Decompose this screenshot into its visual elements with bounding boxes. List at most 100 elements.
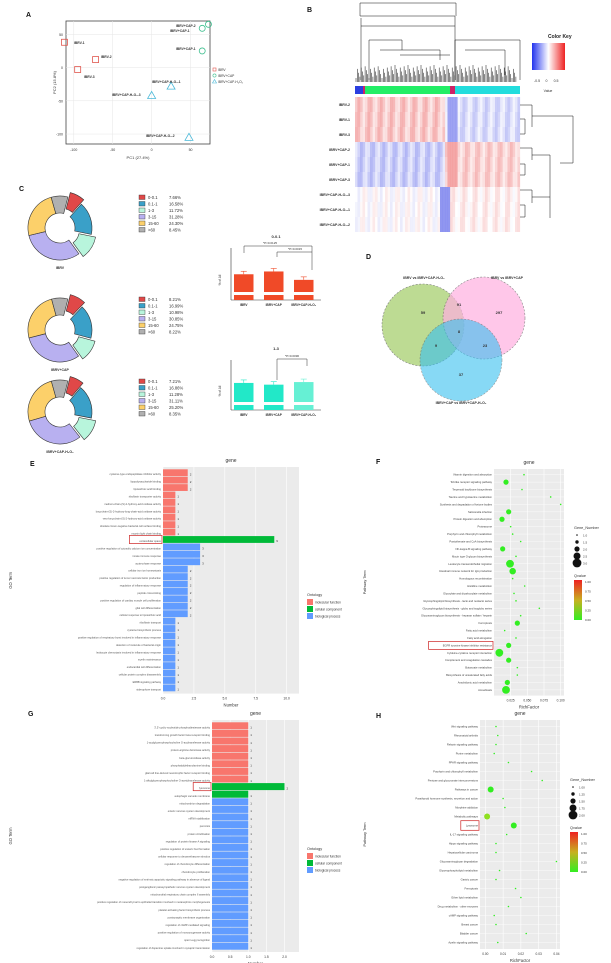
- category-label: Vitamin digestion and absorption: [453, 473, 492, 477]
- heatmap-cell: [425, 142, 428, 157]
- legend-value: 24.30%: [169, 221, 183, 226]
- heatmap-cell: [472, 142, 476, 157]
- heatmap-cell: [468, 187, 471, 202]
- bar: [163, 558, 201, 566]
- point-label: IBRV+CAP-H₂O₂-2: [146, 134, 175, 138]
- bar-value: 1: [250, 832, 252, 836]
- heatmap-cell: [432, 157, 436, 172]
- heatmap-cell: [505, 142, 508, 157]
- heatmap-cell: [360, 127, 363, 142]
- bar-value: 1: [250, 840, 252, 844]
- heatmap-cell: [482, 157, 486, 172]
- heatmap-cell: [410, 187, 413, 202]
- data-dot: [538, 607, 541, 610]
- heatmap-cell: [355, 97, 358, 112]
- data-dot: [523, 585, 526, 587]
- bar: [294, 279, 314, 292]
- category-label: regulation of chondrocyte differentiatio…: [165, 862, 211, 866]
- legend-value: 31.11%: [169, 399, 183, 404]
- heatmap-cell: [472, 112, 476, 127]
- heatmap-cell: [422, 157, 426, 172]
- heatmap-cell: [480, 127, 483, 142]
- category-label: protein-arginine deiminase activity: [171, 748, 211, 752]
- significance-bracket: [276, 251, 312, 257]
- heatmap-cell: [380, 157, 383, 172]
- heatmap-cell: [470, 172, 473, 187]
- panel-label-h: H: [376, 713, 381, 720]
- bar-value: 1: [250, 923, 252, 927]
- heatmap-cell: [430, 142, 433, 157]
- heatmap-cell: [422, 217, 426, 232]
- heatmap-cell: [517, 127, 521, 142]
- category-label: Pantothenate and CoA biosynthesis: [449, 539, 492, 543]
- bar: [163, 684, 176, 692]
- legend-swatch: [307, 599, 313, 605]
- data-dot: [559, 503, 562, 506]
- heatmap-cell: [357, 142, 361, 157]
- x-tick-label: 0.050: [523, 699, 531, 703]
- heatmap-cell: [427, 142, 431, 157]
- bar-value: 1: [250, 764, 252, 768]
- donut-slice: [28, 231, 80, 261]
- x-tick-label: -100: [70, 148, 77, 152]
- dendro-branch: [520, 104, 574, 218]
- bar: [212, 851, 249, 859]
- heatmap-cell: [392, 217, 396, 232]
- heatmap-cell: [495, 112, 498, 127]
- heatmap-cell: [390, 202, 393, 217]
- significance-bracket: [276, 358, 308, 380]
- heatmap-cell: [455, 187, 458, 202]
- data-dot: [495, 725, 497, 728]
- p-value-annotation: *P=0.0096: [285, 354, 299, 358]
- heatmap: IBRV-2 IBRV-1 IBRV-3 IBRV+CAP-2 IBRV+CAP-1 IB…: [320, 2, 574, 232]
- heatmap-cell: [417, 187, 421, 202]
- row-label: IBRV-1: [339, 118, 350, 122]
- heatmap-cell: [382, 97, 386, 112]
- size-legend-dot: [574, 546, 580, 552]
- heatmap-cell: [450, 112, 453, 127]
- heatmap-cell: [445, 127, 448, 142]
- category-label: very-long-chain-(S)-2-hydroxy-acid oxida…: [103, 517, 162, 521]
- heatmap-cell: [490, 142, 493, 157]
- size-legend-dot: [572, 786, 574, 788]
- heatmap-cell: [495, 202, 498, 217]
- panel-label-e: E: [30, 461, 35, 468]
- heatmap-cell: [462, 112, 466, 127]
- legend-swatch: [138, 207, 146, 213]
- heatmap-cell: [357, 97, 361, 112]
- heatmap-cell: [387, 97, 391, 112]
- category-label: Amoebiasis: [478, 688, 493, 692]
- heatmap-cell: [455, 142, 458, 157]
- heatmap-cell: [510, 217, 513, 232]
- heatmap-cell: [355, 202, 358, 217]
- color-legend-label: 0.25: [585, 609, 591, 613]
- bar: [212, 722, 249, 730]
- heatmap-cell: [412, 187, 416, 202]
- heatmap-cell: [495, 217, 498, 232]
- data-dot: [519, 540, 522, 543]
- bar-value: 1: [177, 495, 179, 499]
- heatmap-cell: [407, 187, 411, 202]
- highlight-box: [460, 820, 480, 831]
- heatmap-cell: [412, 97, 416, 112]
- heatmap-cell: [437, 112, 441, 127]
- bar: [212, 783, 285, 791]
- pathway-dot-plot-h: gene 0.00 0.01 0.02 0.03 0.04 Wnt signaling pa…: [363, 711, 596, 963]
- bar-value: 1: [250, 855, 252, 859]
- heatmap-cell: [392, 127, 396, 142]
- x-axis-label: RichFactor: [519, 705, 540, 710]
- bar: [212, 912, 249, 920]
- category-label: myelin maintenance: [138, 658, 162, 662]
- heatmap-cell: [500, 112, 503, 127]
- category-label: EGFR tyrosine kinase inhibitor resistanc…: [443, 643, 493, 647]
- heatmap-cell: [372, 112, 376, 127]
- heatmap-cell: [485, 172, 488, 187]
- heatmap-cell: [465, 202, 468, 217]
- heatmap-cell: [460, 127, 463, 142]
- heatmap-cell: [517, 97, 521, 112]
- heatmap-cell: [402, 127, 406, 142]
- legend-category: >60: [148, 330, 156, 335]
- heatmap-cell: [510, 157, 513, 172]
- heatmap-cell: [505, 127, 508, 142]
